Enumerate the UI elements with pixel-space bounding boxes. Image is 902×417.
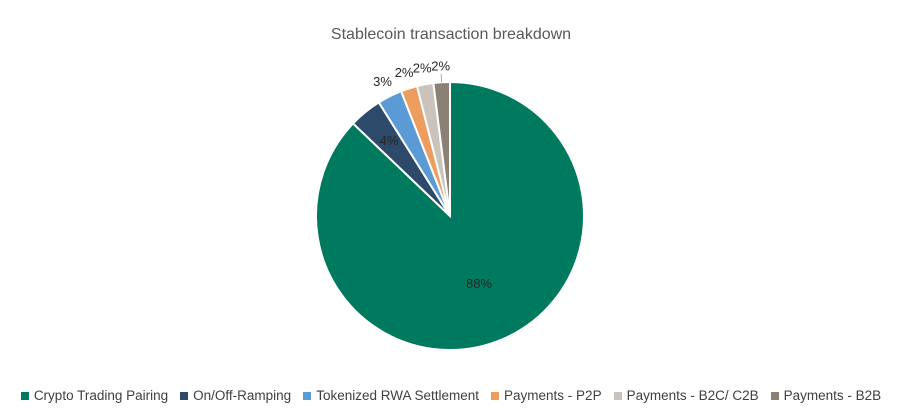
data-label-payments-p2p: 2% (395, 65, 414, 80)
legend-swatch (303, 391, 312, 400)
legend-item-tokenized-rwa-settlement: Tokenized RWA Settlement (303, 388, 479, 403)
legend-item-payments-b2c-c2b: Payments - B2C/ C2B (613, 388, 759, 403)
chart-title: Stablecoin transaction breakdown (330, 26, 572, 43)
legend-label: Crypto Trading Pairing (33, 388, 169, 403)
legend-swatch (491, 391, 500, 400)
legend-label: Payments - P2P (504, 388, 602, 403)
legend-label: Payments - B2C/ C2B (626, 388, 759, 403)
legend-item-crypto-trading-pairing: Crypto Trading Pairing (20, 388, 169, 403)
data-label-payments-b2b: 2% (431, 58, 450, 73)
legend-swatch (20, 391, 29, 400)
legend: Crypto Trading Pairing On/Off-Ramping Toke… (0, 388, 902, 403)
data-label-crypto-trading-pairing: 88% (466, 276, 492, 291)
legend-label: Tokenized RWA Settlement (316, 388, 480, 403)
data-label-on-off-ramping: 4% (380, 133, 399, 148)
legend-swatch (180, 391, 189, 400)
legend-label: On/Off-Ramping (193, 388, 292, 403)
data-label-tokenized-rwa-settlement: 3% (373, 74, 392, 89)
legend-item-payments-p2p: Payments - P2P (491, 388, 602, 403)
pie-chart: 88%4%3%2% 2% 2% (315, 58, 585, 351)
legend-swatch (613, 391, 622, 400)
legend-item-payments-b2b: Payments - B2B (770, 388, 882, 403)
legend-item-on-off-ramping: On/Off-Ramping (180, 388, 291, 403)
legend-swatch (770, 391, 779, 400)
legend-label: Payments - B2B (783, 388, 882, 403)
data-label-payments-b2c-c2b: 2% (413, 61, 432, 76)
